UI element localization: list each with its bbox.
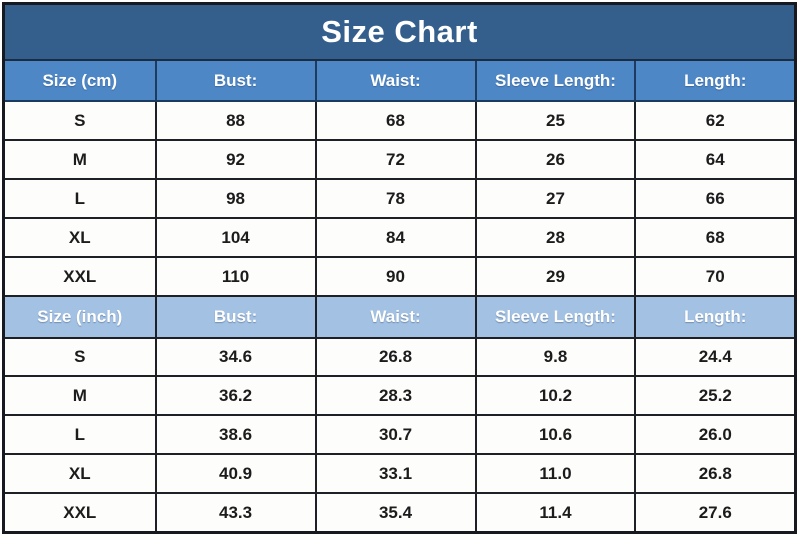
header-cell-cm-1: Bust: [154, 59, 317, 103]
table-row-cm-s: S 88 68 25 62 [2, 100, 797, 142]
measurement-value-cell: 29 [474, 256, 637, 298]
size-label-cell: L [2, 178, 157, 220]
measurement-value-cell: 72 [314, 139, 477, 181]
measurement-value-cell: 33.1 [314, 453, 477, 495]
measurement-value-cell: 11.0 [474, 453, 637, 495]
size-label-cell: XXL [2, 492, 157, 534]
measurement-value-cell: 11.4 [474, 492, 637, 534]
size-label-cell: XL [2, 453, 157, 495]
measurement-value-cell: 26 [474, 139, 637, 181]
measurement-value-cell: 25.2 [634, 375, 797, 417]
measurement-value-cell: 70 [634, 256, 797, 298]
header-cell-inch-1: Bust: [154, 295, 317, 339]
size-label-cell: XXL [2, 256, 157, 298]
size-label-cell: M [2, 375, 157, 417]
header-cell-cm-0: Size (cm) [2, 59, 157, 103]
measurement-value-cell: 36.2 [154, 375, 317, 417]
measurement-value-cell: 90 [314, 256, 477, 298]
header-cell-inch-3: Sleeve Length: [474, 295, 637, 339]
size-label-cell: M [2, 139, 157, 181]
measurement-value-cell: 62 [634, 100, 797, 142]
table-row-inch-xl: XL 40.9 33.1 11.0 26.8 [2, 453, 797, 495]
measurement-value-cell: 66 [634, 178, 797, 220]
table-row-inch-xxl: XXL 43.3 35.4 11.4 27.6 [2, 492, 797, 534]
page-title: Size Chart [2, 2, 797, 62]
measurement-value-cell: 64 [634, 139, 797, 181]
measurement-value-cell: 34.6 [154, 336, 317, 378]
measurement-value-cell: 24.4 [634, 336, 797, 378]
measurement-value-cell: 92 [154, 139, 317, 181]
header-cell-inch-4: Length: [634, 295, 797, 339]
measurement-value-cell: 10.6 [474, 414, 637, 456]
table-row-cm-l: L 98 78 27 66 [2, 178, 797, 220]
size-label-cell: L [2, 414, 157, 456]
table-row-cm-xxl: XXL 110 90 29 70 [2, 256, 797, 298]
measurement-value-cell: 26.8 [314, 336, 477, 378]
measurement-value-cell: 110 [154, 256, 317, 298]
measurement-value-cell: 40.9 [154, 453, 317, 495]
measurement-value-cell: 38.6 [154, 414, 317, 456]
size-label-cell: XL [2, 217, 157, 259]
table-row-cm-m: M 92 72 26 64 [2, 139, 797, 181]
measurement-value-cell: 88 [154, 100, 317, 142]
measurement-value-cell: 30.7 [314, 414, 477, 456]
measurement-value-cell: 43.3 [154, 492, 317, 534]
header-cell-inch-0: Size (inch) [2, 295, 157, 339]
measurement-value-cell: 68 [314, 100, 477, 142]
header-cell-cm-3: Sleeve Length: [474, 59, 637, 103]
header-cell-inch-2: Waist: [314, 295, 477, 339]
table-row-inch-l: L 38.6 30.7 10.6 26.0 [2, 414, 797, 456]
table-row-inch-m: M 36.2 28.3 10.2 25.2 [2, 375, 797, 417]
measurement-value-cell: 84 [314, 217, 477, 259]
title-row: Size Chart [2, 2, 797, 62]
header-row-inch: Size (inch) Bust: Waist: Sleeve Length: Leng… [2, 295, 797, 339]
size-label-cell: S [2, 100, 157, 142]
header-row-cm: Size (cm) Bust: Waist: Sleeve Length: Length… [2, 59, 797, 103]
measurement-value-cell: 27 [474, 178, 637, 220]
measurement-value-cell: 10.2 [474, 375, 637, 417]
measurement-value-cell: 28.3 [314, 375, 477, 417]
header-cell-cm-4: Length: [634, 59, 797, 103]
measurement-value-cell: 104 [154, 217, 317, 259]
measurement-value-cell: 68 [634, 217, 797, 259]
measurement-value-cell: 98 [154, 178, 317, 220]
size-label-cell: S [2, 336, 157, 378]
table-row-cm-xl: XL 104 84 28 68 [2, 217, 797, 259]
measurement-value-cell: 35.4 [314, 492, 477, 534]
table-row-inch-s: S 34.6 26.8 9.8 24.4 [2, 336, 797, 378]
measurement-value-cell: 9.8 [474, 336, 637, 378]
header-cell-cm-2: Waist: [314, 59, 477, 103]
measurement-value-cell: 28 [474, 217, 637, 259]
measurement-value-cell: 27.6 [634, 492, 797, 534]
measurement-value-cell: 78 [314, 178, 477, 220]
measurement-value-cell: 25 [474, 100, 637, 142]
measurement-value-cell: 26.8 [634, 453, 797, 495]
measurement-value-cell: 26.0 [634, 414, 797, 456]
